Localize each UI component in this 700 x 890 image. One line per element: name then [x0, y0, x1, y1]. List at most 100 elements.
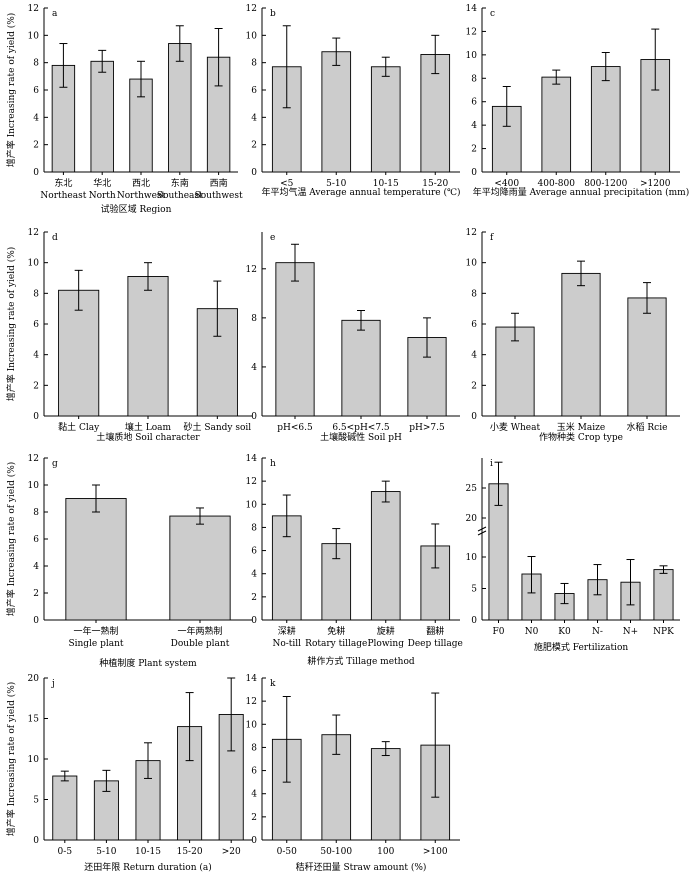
panel-label: i — [490, 459, 493, 469]
x-axis-title: 试验区域 Region — [101, 203, 172, 215]
bar-a-1 — [90, 60, 114, 173]
y-tick-label: 2 — [471, 381, 477, 391]
y-tick-label: 10 — [466, 51, 478, 61]
y-tick-label: 10 — [28, 481, 40, 491]
x-tick-label: F0 — [493, 627, 505, 637]
y-tick-label: 20 — [466, 514, 478, 524]
x-axis-title: 施肥模式 Fertilization — [534, 641, 629, 653]
y-tick-label: 6 — [471, 98, 477, 108]
y-tick-label: 12 — [246, 477, 257, 487]
y-tick-label: 4 — [471, 351, 477, 361]
x-tick-label: 5-10 — [96, 847, 116, 857]
bar-g-1 — [169, 515, 231, 621]
bar-f-0 — [495, 326, 535, 417]
panel-label: g — [52, 459, 58, 469]
x-tick-label: 50-100 — [320, 847, 352, 857]
x-tick-label-en: Southeast — [157, 191, 203, 201]
y-tick-label: 10 — [28, 755, 40, 765]
y-tick-label: 4 — [471, 121, 477, 131]
y-tick-label: 12 — [466, 228, 477, 238]
y-tick-label: 10 — [28, 31, 40, 41]
x-axis-title: 作物种类 Crop type — [539, 431, 623, 443]
x-tick-label: >20 — [222, 847, 241, 857]
y-tick-label: 8 — [251, 314, 257, 324]
y-tick-label: 0 — [251, 616, 257, 626]
x-tick-label: 玉米 Maize — [557, 421, 605, 433]
x-axis-title: 土壤酸碱性 Soil pH — [320, 431, 402, 443]
y-tick-label: 6 — [33, 535, 39, 545]
x-tick-label: 800-1200 — [584, 179, 627, 189]
y-tick-label: 10 — [246, 500, 258, 510]
x-tick-label: 一年一熟制 — [73, 625, 118, 637]
y-tick-label: 8 — [471, 74, 477, 84]
y-tick-label: 0 — [471, 168, 477, 178]
x-tick-label: 15-20 — [422, 179, 448, 189]
x-tick-label: 东南 — [171, 177, 189, 189]
x-tick-label: 0-5 — [58, 847, 73, 857]
panel-label: c — [490, 9, 495, 19]
x-tick-label: K0 — [558, 627, 571, 637]
y-tick-label: 4 — [33, 351, 39, 361]
panel-label: k — [270, 679, 276, 689]
x-tick-label: 西南 — [210, 177, 228, 189]
y-axis-title: 增产率 Increasing rate of yield (%) — [5, 462, 17, 617]
x-tick-label: 西北 — [132, 178, 150, 189]
x-tick-label-en: Northeast — [40, 191, 86, 201]
y-tick-label: 25 — [466, 484, 478, 494]
y-tick-label: 4 — [251, 363, 257, 373]
bar-c-1 — [541, 76, 572, 173]
y-tick-label: 6 — [33, 86, 39, 96]
x-axis-title: 种植制度 Plant system — [99, 657, 197, 669]
y-tick-label: 8 — [33, 508, 39, 518]
x-tick-label: 15-20 — [177, 847, 203, 857]
y-tick-label: 4 — [33, 562, 39, 572]
x-tick-label: 100 — [377, 847, 394, 857]
bar-b-1 — [321, 51, 352, 173]
y-tick-label: 12 — [28, 4, 39, 14]
x-tick-label: 小麦 Wheat — [490, 421, 541, 433]
axis-break-mark — [477, 526, 487, 532]
y-tick-label: 4 — [251, 570, 257, 580]
chart-panel-d: d 0 2 4 6 8 10 12 黏土 Clay 壤土 Loam 砂土 Sandy soil土壤质… — [5, 228, 252, 443]
y-axis-title: 增产率 Increasing rate of yield (%) — [5, 13, 17, 168]
y-tick-label: 8 — [251, 523, 257, 533]
panel-label: e — [270, 233, 275, 243]
y-tick-label: 12 — [28, 454, 39, 464]
y-tick-label: 8 — [33, 289, 39, 299]
x-tick-label: 10-15 — [135, 847, 161, 857]
chart-panel-g: g 0 2 4 6 8 10 12 一年一熟制 Single plant 一年两熟制 Double p… — [5, 454, 252, 669]
bar-h-2 — [370, 491, 401, 621]
x-tick-label: <5 — [280, 179, 294, 189]
chart-panel-e: e 0 4 8 12 pH<6.5 6.5<pH<7.5 pH>7.5 土壤酸碱性 Soil p… — [246, 232, 460, 443]
x-tick-label: <400 — [494, 179, 519, 189]
y-tick-label: 2 — [33, 589, 39, 599]
y-tick-label: 6 — [251, 86, 257, 96]
bar-e-1 — [341, 319, 381, 417]
bar-f-2 — [627, 297, 667, 417]
chart-panel-j: j 0 5 10 15 20 0-5 5-10 10-15 15-20 >20 还田年限 Return… — [5, 674, 252, 873]
bar-j-0 — [52, 775, 78, 841]
x-tick-label-en: Southwest — [195, 191, 243, 201]
x-tick-label: 10-15 — [373, 179, 399, 189]
y-tick-label: 8 — [251, 743, 257, 753]
y-tick-label: 8 — [471, 289, 477, 299]
y-tick-label: 6 — [251, 767, 257, 777]
x-axis-title: 还田年限 Return duration (a) — [84, 861, 212, 873]
y-tick-label: 0 — [251, 412, 257, 422]
x-tick-label-en: Deep tillage — [408, 639, 463, 649]
y-tick-label: 2 — [471, 145, 477, 155]
x-tick-label: 东北 — [54, 177, 72, 189]
x-tick-label: N- — [592, 627, 603, 637]
x-tick-label: 砂土 Sandy soil — [183, 421, 251, 433]
y-tick-label: 14 — [246, 674, 258, 684]
y-tick-label: 12 — [28, 228, 39, 238]
y-tick-label: 12 — [246, 697, 257, 707]
y-tick-label: 2 — [251, 813, 257, 823]
y-tick-label: 12 — [466, 27, 477, 37]
x-tick-label: N+ — [623, 627, 638, 637]
y-tick-label: 20 — [28, 674, 40, 684]
x-tick-label: 0-50 — [277, 847, 297, 857]
x-tick-label: 翻耕 — [426, 625, 444, 637]
y-tick-label: 6 — [33, 320, 39, 330]
